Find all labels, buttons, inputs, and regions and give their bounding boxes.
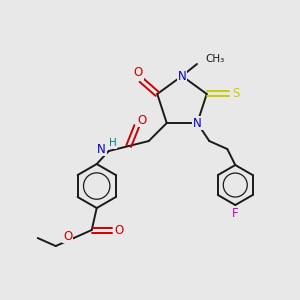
Text: S: S xyxy=(232,88,239,100)
Text: CH₃: CH₃ xyxy=(205,54,224,64)
Text: O: O xyxy=(137,113,146,127)
Text: H: H xyxy=(109,138,117,148)
Text: O: O xyxy=(134,67,143,80)
Text: N: N xyxy=(178,70,186,83)
Text: O: O xyxy=(114,224,123,236)
Text: N: N xyxy=(193,116,202,130)
Text: F: F xyxy=(232,206,238,220)
Text: N: N xyxy=(97,142,106,155)
Text: O: O xyxy=(63,230,72,242)
